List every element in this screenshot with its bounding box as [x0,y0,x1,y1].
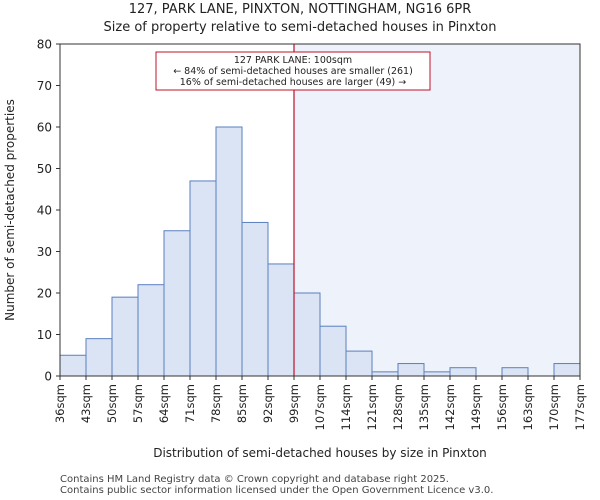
x-tick-label: 92sqm [261,384,275,423]
footer-line-1: Contains HM Land Registry data © Crown c… [60,474,449,485]
x-axis-label: Distribution of semi-detached houses by … [153,446,487,460]
histogram-bar [241,221,269,377]
histogram-bar [423,371,451,377]
histogram-bar [319,325,347,377]
annotation-frame [155,51,431,91]
larger-region-highlight [294,44,580,376]
histogram-bar [215,126,243,377]
annotation-line-3: 16% of semi-detached houses are larger (… [180,77,407,88]
x-tick-label: 57sqm [131,384,145,423]
y-tick-label: 80 [37,38,52,52]
y-tick-label: 50 [37,162,52,176]
x-tick-label: 121sqm [365,384,379,430]
annotation-box: 127 PARK LANE: 100sqm ← 84% of semi-deta… [155,51,431,91]
histogram-bar [345,350,373,377]
histogram-bar [449,367,477,377]
histogram-bar [267,263,295,377]
x-tick-label: 163sqm [521,384,535,430]
x-tick-label: 177sqm [573,384,587,430]
x-tick-label: 149sqm [469,384,483,430]
histogram-bar [59,354,87,377]
histogram-bar [501,367,529,377]
x-tick-label: 135sqm [417,384,431,430]
y-tick-label: 60 [37,121,52,135]
x-tick-label: 64sqm [157,384,171,423]
histogram-bar [189,180,217,377]
x-tick-label: 43sqm [79,384,93,423]
histogram-bar [293,292,321,377]
histogram-bar [163,230,191,377]
x-tick-label: 99sqm [287,384,301,423]
x-tick-label: 128sqm [391,384,405,430]
x-tick-label: 156sqm [495,384,509,430]
x-tick-label: 36sqm [53,384,67,423]
y-tick-label: 10 [37,328,52,342]
x-tick-label: 85sqm [235,384,249,423]
y-axis-label: Number of semi-detached properties [3,99,17,321]
y-tick-label: 30 [37,245,52,259]
x-tick-label: 142sqm [443,384,457,430]
y-tick-label: 20 [37,287,52,301]
y-tick-label: 0 [44,370,52,384]
chart-subtitle: Size of property relative to semi-detach… [103,20,497,35]
x-tick-label: 114sqm [339,384,353,430]
histogram-bar [553,363,581,377]
annotation-line-1: 127 PARK LANE: 100sqm [234,55,352,66]
footer-line-2: Contains public sector information licen… [60,485,494,496]
x-tick-label: 78sqm [209,384,223,423]
y-tick-label: 70 [37,79,52,93]
y-tick-label: 40 [37,204,52,218]
chart-title: 127, PARK LANE, PINXTON, NOTTINGHAM, NG1… [128,2,472,17]
histogram-bar [111,296,139,377]
x-tick-label: 71sqm [183,384,197,423]
x-tick-label: 170sqm [547,384,561,430]
annotation-line-2: ← 84% of semi-detached houses are smalle… [173,66,413,77]
histogram-bar [137,284,165,377]
histogram-bar [397,363,425,377]
x-tick-label: 107sqm [313,384,327,430]
x-tick-label: 50sqm [105,384,119,423]
histogram-bar [371,371,399,377]
histogram-bar [85,338,113,377]
